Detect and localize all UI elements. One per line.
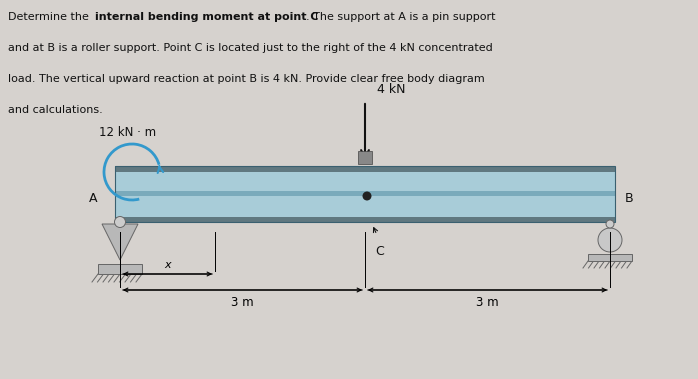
Circle shape — [114, 216, 126, 227]
Bar — [115, 216, 615, 222]
Text: x: x — [164, 260, 171, 270]
Circle shape — [598, 228, 622, 252]
Bar — [358, 151, 372, 164]
Circle shape — [362, 191, 371, 200]
Text: and at B is a roller support. Point C is located just to the right of the 4 kN c: and at B is a roller support. Point C is… — [8, 43, 493, 53]
Text: and calculations.: and calculations. — [8, 105, 103, 115]
Bar — [98, 264, 142, 274]
Text: B: B — [625, 193, 634, 205]
Polygon shape — [102, 224, 138, 260]
Text: 12 kN · m: 12 kN · m — [99, 126, 156, 139]
Text: load. The vertical upward reaction at point B is 4 kN. Provide clear free body d: load. The vertical upward reaction at po… — [8, 74, 484, 84]
Bar — [115, 166, 615, 172]
Text: internal bending moment at point C: internal bending moment at point C — [95, 12, 318, 22]
Text: 3 m: 3 m — [476, 296, 499, 309]
Bar — [115, 191, 615, 196]
Text: C: C — [375, 245, 384, 258]
Bar — [115, 166, 615, 222]
Text: A: A — [89, 193, 97, 205]
Bar — [115, 166, 615, 222]
Text: 3 m: 3 m — [231, 296, 254, 309]
Text: Determine the: Determine the — [8, 12, 92, 22]
Circle shape — [606, 220, 614, 228]
Text: . The support at A is a pin support: . The support at A is a pin support — [306, 12, 495, 22]
Bar — [588, 254, 632, 261]
Text: 4 kN: 4 kN — [377, 83, 406, 96]
